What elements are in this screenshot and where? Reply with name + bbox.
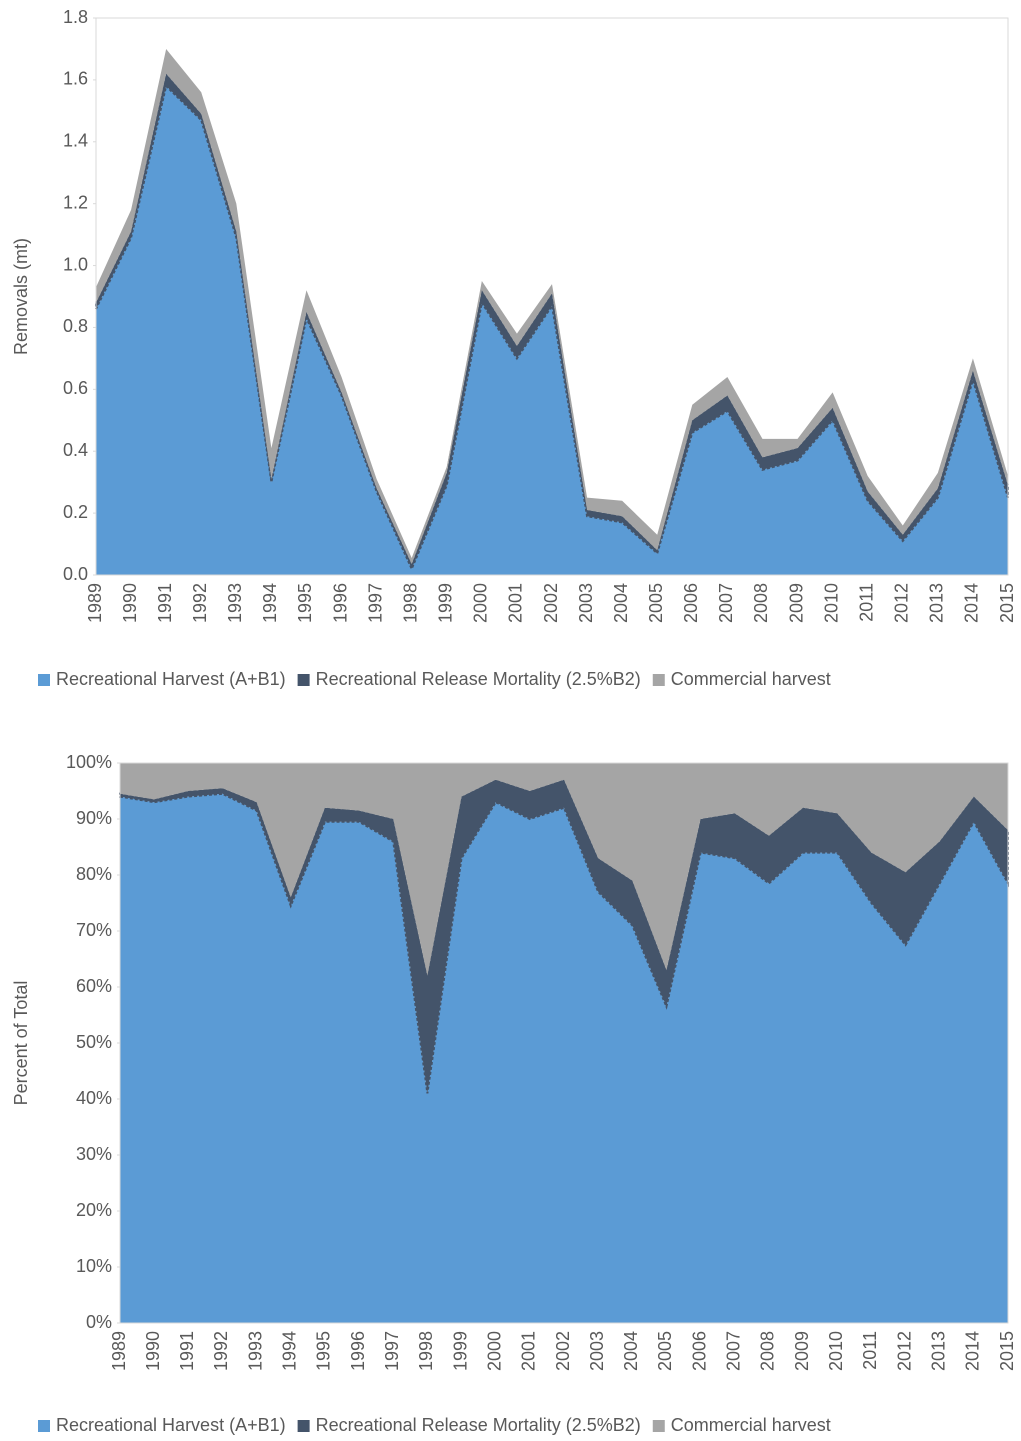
y-tick-label: 100% <box>66 752 112 772</box>
x-tick-label: 1991 <box>177 1331 197 1371</box>
y-tick-label: 0.4 <box>63 440 88 460</box>
x-tick-label: 2012 <box>894 1331 914 1371</box>
y-tick-label: 30% <box>76 1144 112 1164</box>
legend-swatch <box>38 1420 50 1432</box>
x-tick-label: 1995 <box>295 583 315 623</box>
x-tick-label: 1997 <box>382 1331 402 1371</box>
x-tick-label: 1994 <box>260 583 280 623</box>
y-tick-label: 70% <box>76 920 112 940</box>
x-tick-label: 2013 <box>927 583 947 623</box>
x-tick-label: 1990 <box>120 583 140 623</box>
x-tick-label: 1993 <box>245 1331 265 1371</box>
x-tick-label: 2010 <box>826 1331 846 1371</box>
y-tick-label: 1.6 <box>63 69 88 89</box>
x-tick-label: 2008 <box>758 1331 778 1371</box>
y-axis-label: Removals (mt) <box>11 238 31 355</box>
x-tick-label: 2014 <box>962 583 982 623</box>
x-tick-label: 2015 <box>997 1331 1017 1371</box>
x-tick-label: 2006 <box>681 583 701 623</box>
x-tick-label: 2013 <box>928 1331 948 1371</box>
x-tick-label: 2002 <box>553 1331 573 1371</box>
x-tick-label: 2002 <box>541 583 561 623</box>
area <box>120 793 1008 1323</box>
legend-swatch <box>652 674 665 686</box>
x-tick-label: 2004 <box>621 1331 641 1371</box>
x-tick-label: 2009 <box>786 583 806 623</box>
area <box>96 48 1008 565</box>
x-tick-label: 2000 <box>471 583 491 623</box>
plot <box>119 763 1009 1323</box>
x-tick-label: 1996 <box>330 583 350 623</box>
x-tick-label: 1989 <box>109 1331 129 1371</box>
x-tick-label: 1999 <box>450 1331 470 1371</box>
legend-swatch <box>297 1420 310 1432</box>
x-tick-label: 2008 <box>751 583 771 623</box>
y-tick-label: 0.6 <box>63 378 88 398</box>
y-tick-label: 1.2 <box>63 192 88 212</box>
x-tick-label: 2014 <box>963 1331 983 1371</box>
y-tick-label: 60% <box>76 976 112 996</box>
legend-label: Recreational Harvest (A+B1) <box>56 1415 286 1435</box>
y-tick-label: 0.2 <box>63 502 88 522</box>
x-tick-label: 2006 <box>689 1331 709 1371</box>
y-tick-label: 1.8 <box>63 7 88 27</box>
x-tick-label: 2007 <box>716 583 736 623</box>
x-tick-label: 1992 <box>190 583 210 623</box>
x-tick-label: 2003 <box>587 1331 607 1371</box>
x-tick-label: 2005 <box>646 583 666 623</box>
legend-swatch <box>297 674 310 686</box>
x-tick-label: 2010 <box>821 583 841 623</box>
legend-label: Commercial harvest <box>671 669 831 689</box>
x-tick-label: 2011 <box>856 583 876 622</box>
x-tick-label: 2007 <box>724 1331 744 1371</box>
x-tick-label: 2012 <box>892 583 912 623</box>
legend-label: Recreational Harvest (A+B1) <box>56 669 286 689</box>
x-tick-label: 2011 <box>860 1331 880 1370</box>
y-tick-label: 0.8 <box>63 316 88 336</box>
y-tick-label: 1.4 <box>63 131 88 151</box>
y-axis-label: Percent of Total <box>11 981 31 1106</box>
legend-label: Recreational Release Mortality (2.5%B2) <box>316 669 641 689</box>
area <box>120 763 1008 976</box>
x-tick-label: 2004 <box>611 583 631 623</box>
y-tick-label: 0% <box>86 1312 112 1332</box>
x-tick-label: 2003 <box>576 583 596 623</box>
x-tick-label: 2005 <box>655 1331 675 1371</box>
y-tick-label: 50% <box>76 1032 112 1052</box>
plot-frame <box>95 17 1009 576</box>
x-tick-label: 1990 <box>143 1331 163 1371</box>
x-tick-label: 1992 <box>211 1331 231 1371</box>
y-tick-label: 1.0 <box>63 254 88 274</box>
x-tick-label: 1997 <box>365 583 385 623</box>
y-tick-label: 0.0 <box>63 564 88 584</box>
x-tick-label: 2009 <box>792 1331 812 1371</box>
x-tick-label: 1989 <box>85 583 105 623</box>
plot-frame <box>119 762 1009 1324</box>
x-tick-label: 1998 <box>416 1331 436 1371</box>
y-tick-label: 40% <box>76 1088 112 1108</box>
y-tick-label: 20% <box>76 1200 112 1220</box>
area <box>96 86 1008 576</box>
legend-label: Recreational Release Mortality (2.5%B2) <box>316 1415 641 1435</box>
x-tick-label: 1999 <box>436 583 456 623</box>
y-tick-label: 10% <box>76 1256 112 1276</box>
x-tick-label: 2001 <box>506 583 526 623</box>
x-tick-label: 2000 <box>484 1331 504 1371</box>
x-tick-label: 1994 <box>280 1331 300 1371</box>
x-tick-label: 1995 <box>314 1331 334 1371</box>
x-tick-label: 1993 <box>225 583 245 623</box>
y-tick-label: 90% <box>76 808 112 828</box>
y-tick-label: 80% <box>76 864 112 884</box>
x-tick-label: 1996 <box>348 1331 368 1371</box>
x-tick-label: 1998 <box>400 583 420 623</box>
legend-label: Commercial harvest <box>671 1415 831 1435</box>
legend-swatch <box>652 1420 665 1432</box>
plot <box>95 48 1009 576</box>
x-tick-label: 1991 <box>155 583 175 623</box>
x-tick-label: 2015 <box>997 583 1017 623</box>
x-tick-label: 2001 <box>519 1331 539 1371</box>
legend-swatch <box>38 674 50 686</box>
